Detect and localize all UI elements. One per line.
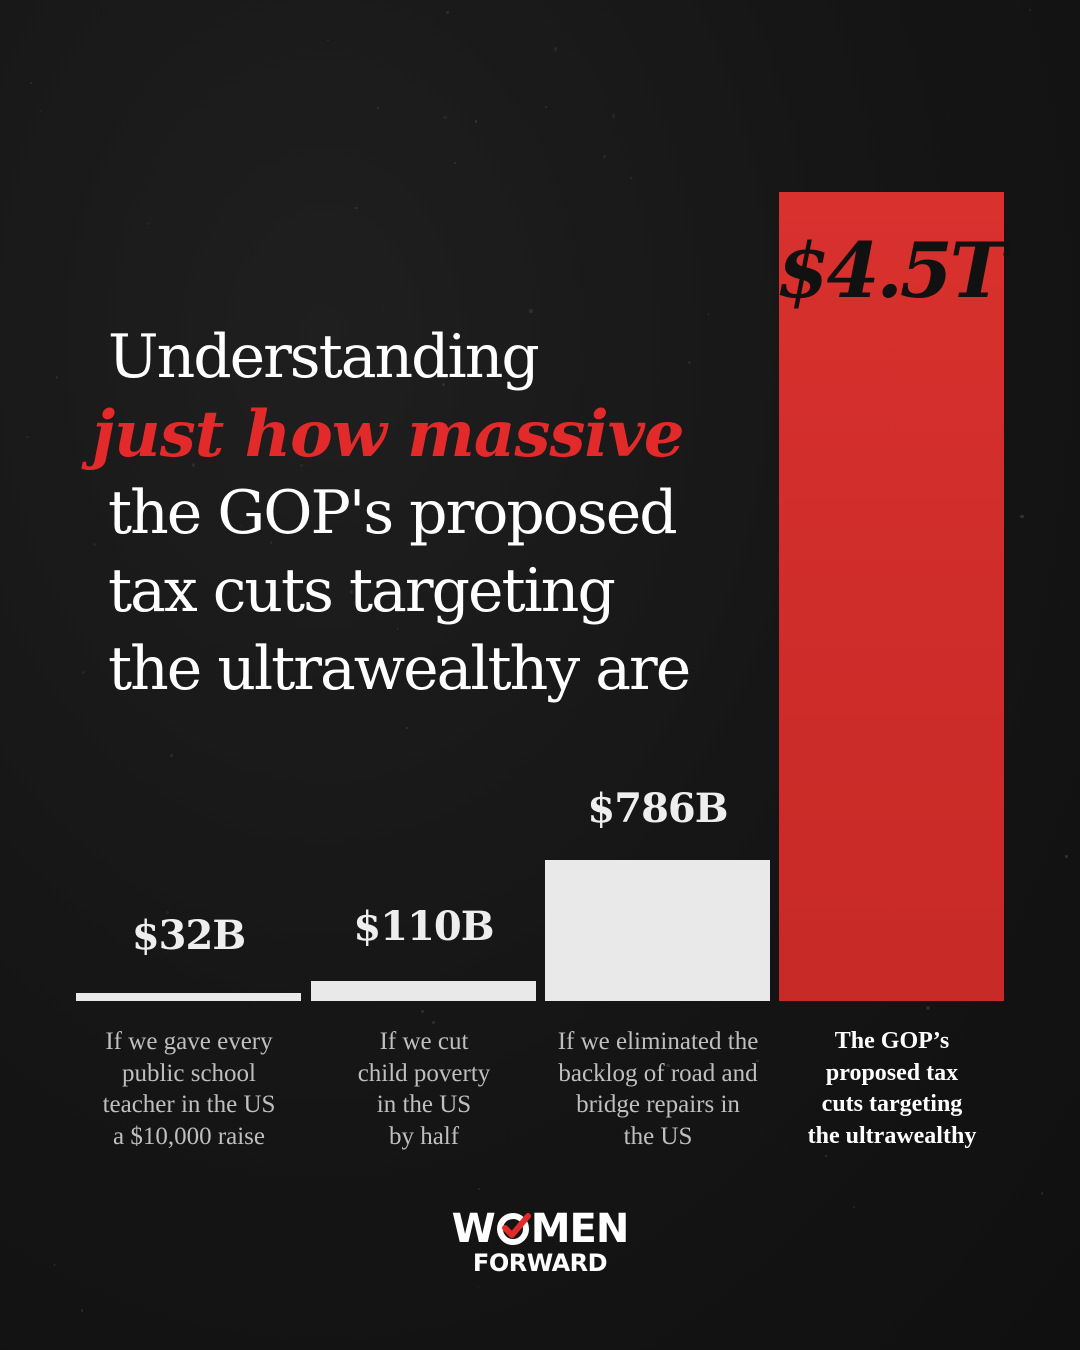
bar-description-4: The GOP’s proposed tax cuts targeting the u…: [777, 1026, 1007, 1152]
description-line: teacher in the US: [102, 1091, 276, 1118]
description-line: by half: [388, 1122, 460, 1150]
description-line: the US: [623, 1122, 693, 1150]
bar-description-3: If we eliminated the backlog of road and b…: [543, 1026, 773, 1152]
bar-value-label-4: $4.5T: [776, 226, 1007, 315]
bar-1: [76, 993, 301, 1001]
headline: Understanding just how massive the GOP's…: [92, 318, 748, 708]
bar-description-1: If we gave every public school teacher in …: [74, 1026, 304, 1152]
description-line: bridge repairs in: [576, 1091, 740, 1118]
description-line: a $10,000 raise: [112, 1122, 266, 1150]
description-line: backlog of road and: [558, 1059, 758, 1087]
headline-line-1: Understanding: [108, 322, 540, 392]
headline-accent: just how massive: [92, 397, 685, 472]
logo-forward: FORWARD: [472, 1249, 608, 1277]
description-line: If we gave every: [105, 1028, 273, 1055]
description-line: in the US: [376, 1091, 472, 1118]
women-forward-logo: W MEN FORWARD: [440, 1208, 640, 1276]
description-line: If we cut: [379, 1028, 469, 1055]
description-line: If we eliminated the: [557, 1028, 759, 1055]
bar-value-label-3: $786B: [587, 785, 728, 832]
description-line: proposed tax: [825, 1059, 959, 1086]
bar-value-label-1: $32B: [131, 912, 246, 959]
bar-value-label-2: $110B: [353, 903, 494, 950]
bar-description-2: If we cut child poverty in the US by half: [309, 1026, 539, 1152]
bar-4: [779, 192, 1004, 1001]
headline-line-5: the ultrawealthy are: [108, 634, 691, 704]
headline-line-4: tax cuts targeting: [108, 556, 616, 626]
description-line: child poverty: [357, 1059, 491, 1087]
headline-line-3: the GOP's proposed: [108, 478, 678, 548]
bar-3: [545, 860, 770, 1001]
description-line: public school: [121, 1059, 256, 1087]
logo-men: MEN: [530, 1206, 630, 1252]
bar-2: [311, 981, 536, 1001]
check-circle-icon: [496, 1213, 531, 1245]
logo-w: W: [451, 1206, 496, 1252]
description-line: The GOP’s: [834, 1028, 950, 1054]
description-line: cuts targeting: [821, 1091, 963, 1117]
description-line: the ultrawealthy: [807, 1122, 977, 1149]
